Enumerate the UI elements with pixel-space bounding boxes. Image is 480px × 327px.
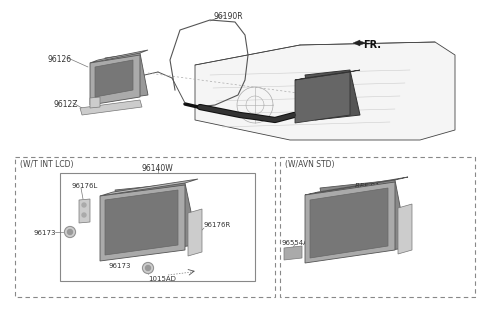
Polygon shape xyxy=(398,204,412,254)
Text: 96190R: 96190R xyxy=(213,12,242,21)
Polygon shape xyxy=(295,70,360,80)
Polygon shape xyxy=(100,179,198,196)
Polygon shape xyxy=(305,70,360,120)
Polygon shape xyxy=(100,185,185,261)
Text: (W/AVN STD): (W/AVN STD) xyxy=(285,160,335,169)
Polygon shape xyxy=(90,55,140,105)
Text: FR.: FR. xyxy=(363,40,381,50)
Text: 96554A: 96554A xyxy=(282,240,309,246)
Polygon shape xyxy=(90,50,148,63)
Text: 96126: 96126 xyxy=(48,55,72,64)
Circle shape xyxy=(82,203,86,207)
Polygon shape xyxy=(353,40,366,46)
Polygon shape xyxy=(105,190,178,255)
Text: (W/T INT LCD): (W/T INT LCD) xyxy=(20,160,73,169)
Circle shape xyxy=(68,230,72,234)
Polygon shape xyxy=(79,199,90,223)
Text: 96173: 96173 xyxy=(33,230,56,236)
Polygon shape xyxy=(115,183,198,252)
Polygon shape xyxy=(284,246,302,260)
Text: 96140W: 96140W xyxy=(142,164,173,173)
Circle shape xyxy=(143,263,154,273)
Bar xyxy=(60,173,255,281)
Text: REF 91-965: REF 91-965 xyxy=(355,183,396,189)
Circle shape xyxy=(64,227,75,237)
Circle shape xyxy=(82,213,86,217)
Polygon shape xyxy=(320,180,408,256)
Text: 9612Z: 9612Z xyxy=(53,100,77,109)
Polygon shape xyxy=(105,53,148,100)
Polygon shape xyxy=(195,42,455,140)
Text: 96173: 96173 xyxy=(109,263,131,269)
Text: 1015AD: 1015AD xyxy=(148,276,176,282)
Polygon shape xyxy=(80,100,142,115)
Polygon shape xyxy=(188,209,202,256)
Bar xyxy=(15,157,275,297)
Text: 96176R: 96176R xyxy=(204,222,231,228)
Polygon shape xyxy=(90,97,100,108)
Polygon shape xyxy=(295,72,350,123)
Polygon shape xyxy=(95,60,133,97)
Polygon shape xyxy=(305,182,395,263)
Bar xyxy=(280,157,475,297)
Polygon shape xyxy=(310,188,388,258)
Text: 96176L: 96176L xyxy=(72,183,98,189)
Polygon shape xyxy=(305,177,408,195)
Circle shape xyxy=(145,266,151,270)
